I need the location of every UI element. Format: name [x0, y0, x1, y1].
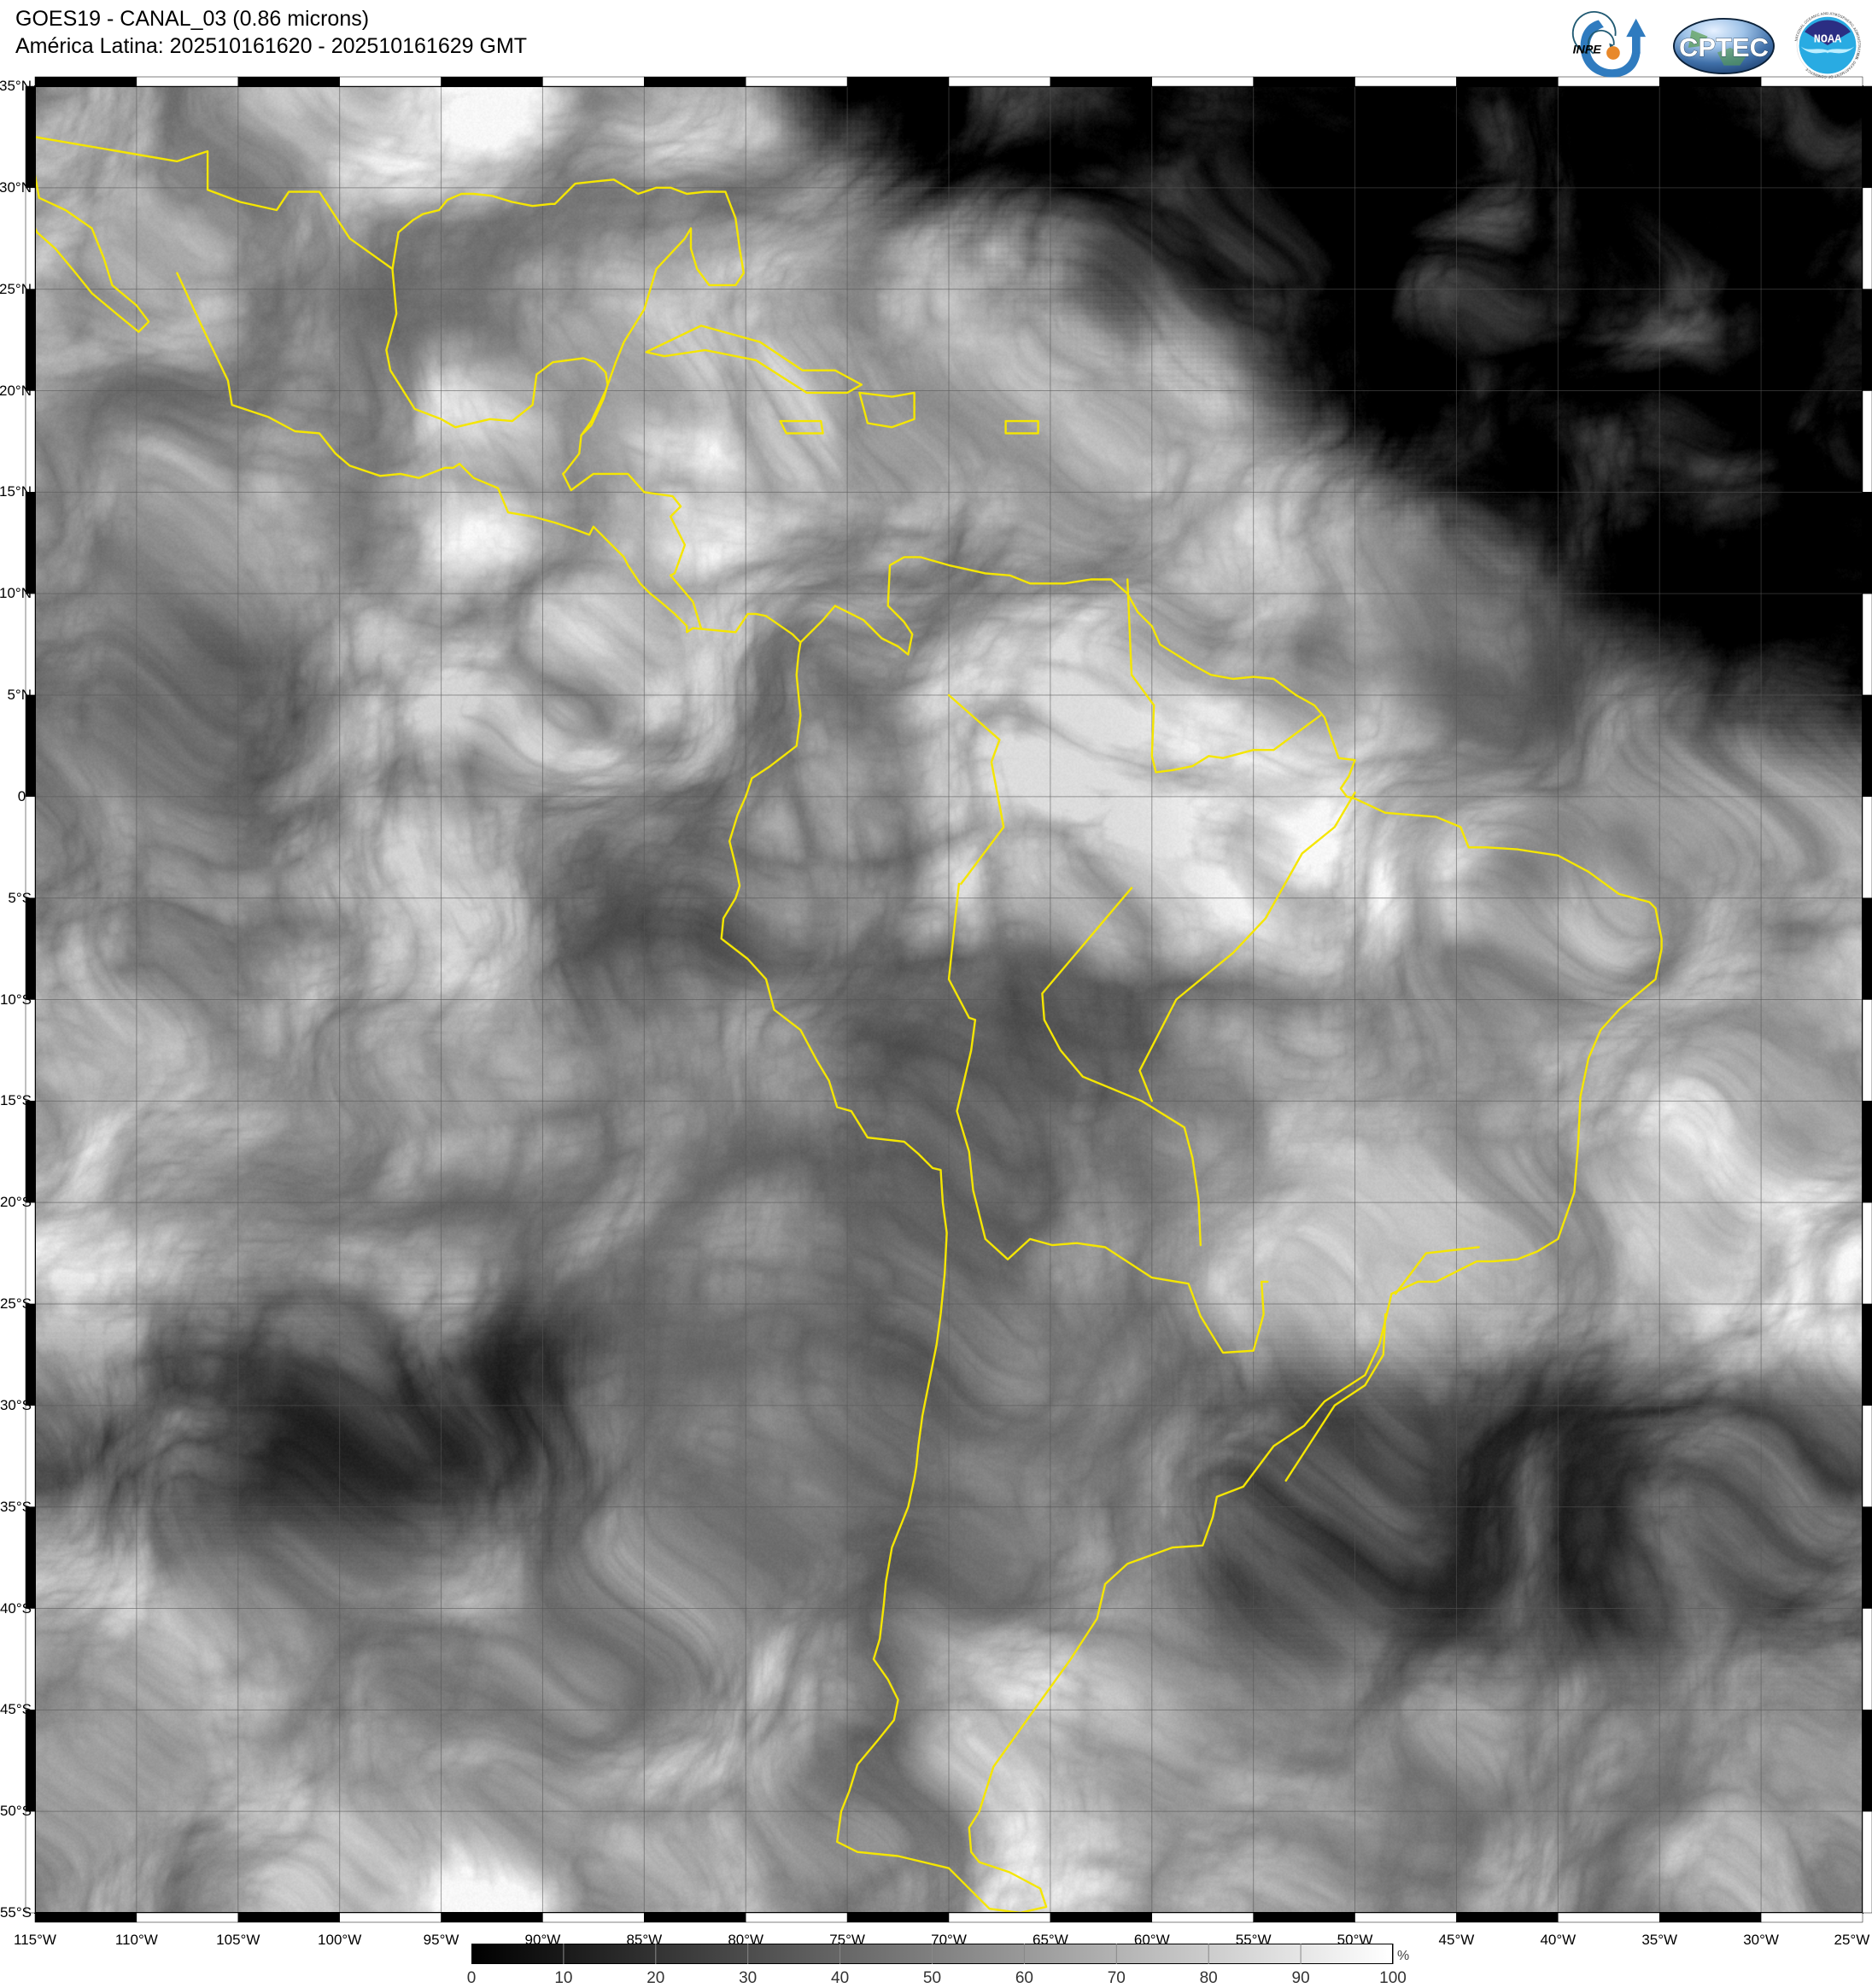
svg-text:INPE: INPE: [1573, 44, 1602, 57]
svg-text:CPTEC: CPTEC: [1679, 32, 1769, 62]
svg-text:NOAA: NOAA: [1814, 33, 1842, 46]
